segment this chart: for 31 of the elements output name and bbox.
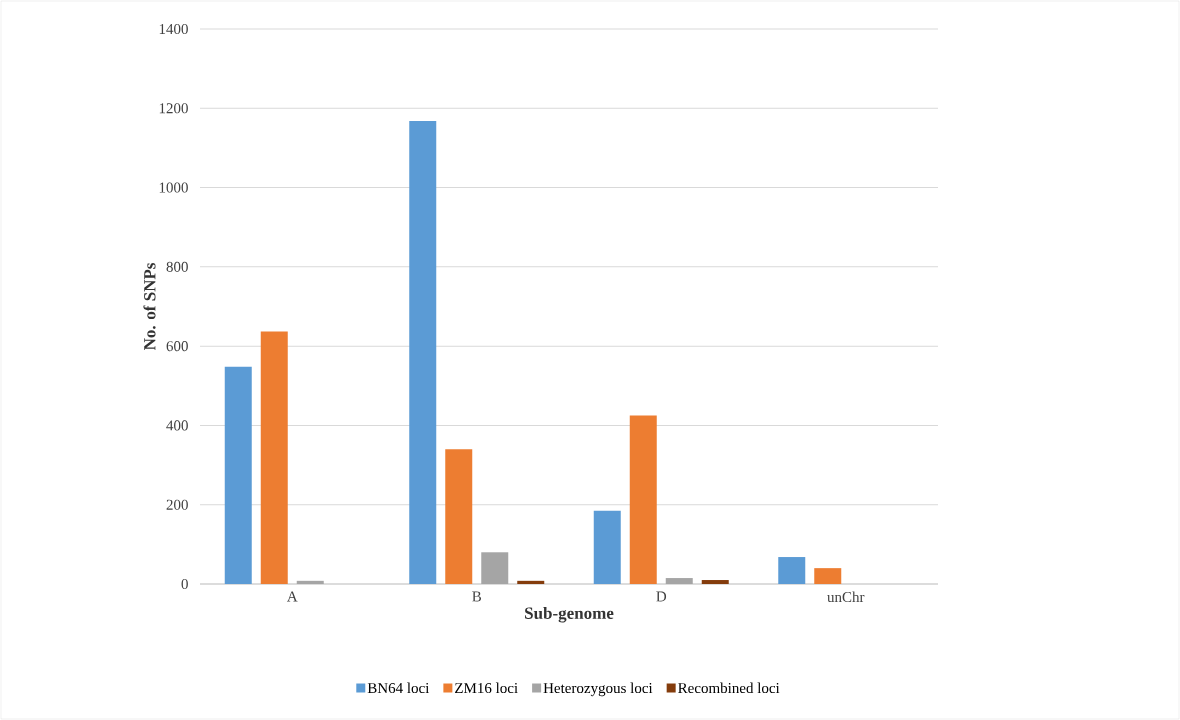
- x-tick-label: unChr: [827, 591, 865, 603]
- bar: [481, 552, 509, 584]
- x-tick-label: D: [656, 591, 667, 602]
- y-tick-label: 800: [166, 261, 188, 272]
- legend-label: ZM16 loci: [455, 682, 518, 694]
- y-tick-label: 0: [181, 578, 188, 590]
- y-tick-label: 1400: [159, 23, 188, 35]
- legend-label: Heterozygous loci: [543, 682, 653, 697]
- x-axis-title: Sub-genome: [525, 606, 614, 623]
- bar: [409, 120, 437, 584]
- y-tick-label: 1200: [159, 103, 188, 114]
- y-tick-label: 600: [166, 341, 188, 352]
- bar: [296, 580, 324, 584]
- x-tick-label: B: [472, 591, 482, 602]
- bar: [778, 557, 806, 584]
- bar: [260, 331, 288, 584]
- bar: [593, 510, 621, 584]
- bar: [517, 580, 545, 584]
- y-tick-label: 1000: [159, 182, 188, 193]
- y-axis-title: No. of SNPs: [143, 263, 156, 351]
- bar: [445, 449, 473, 584]
- legend-label: BN64 loci: [367, 682, 430, 694]
- bar: [224, 366, 252, 584]
- bar: [701, 580, 729, 584]
- bar: [665, 578, 693, 584]
- x-tick-label: A: [286, 591, 298, 602]
- bar: [814, 568, 842, 584]
- bar: [629, 415, 657, 584]
- y-tick-label: 400: [166, 420, 188, 431]
- legend-label: Recombined loci: [678, 682, 780, 694]
- y-tick-label: 200: [166, 499, 188, 510]
